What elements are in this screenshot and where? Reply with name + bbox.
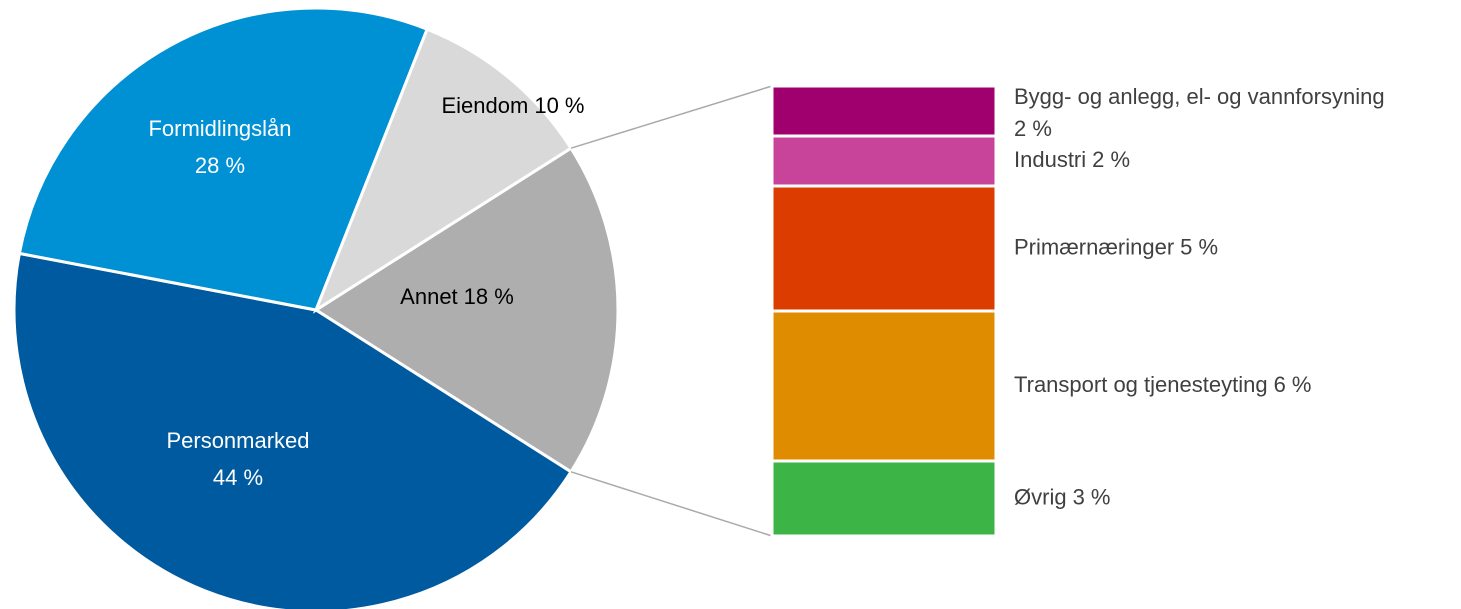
- slice-label: Formidlingslån 28 %: [148, 116, 291, 178]
- connector: [570, 471, 773, 537]
- segment-value: 5 %: [1180, 234, 1218, 259]
- bar-segment: [770, 134, 998, 188]
- slice-value: 28 %: [195, 153, 245, 178]
- slice-name: Personmarked: [166, 428, 309, 453]
- slice-value: 18 %: [464, 284, 514, 309]
- segment-name: Bygg- og anlegg, el- og vannforsyning: [1014, 84, 1385, 109]
- pie-slice: [313, 146, 620, 474]
- segment-name: Øvrig: [1014, 484, 1067, 509]
- segment-label: Transport og tjenesteyting 6 %: [1014, 372, 1311, 397]
- pie-slice: [12, 251, 574, 609]
- segment-name: Industri: [1014, 147, 1086, 172]
- segment-value: 2 %: [1092, 147, 1130, 172]
- slice-name: Eiendom: [442, 93, 529, 118]
- segment-label: Primærnæringer 5 %: [1014, 234, 1218, 259]
- segment-label: Industri 2 %: [1014, 147, 1130, 172]
- segment-value: 3 %: [1073, 484, 1111, 509]
- pie-slice: [312, 27, 574, 314]
- bar-segment: [770, 84, 998, 138]
- slice-name: Annet: [400, 284, 458, 309]
- bar-segment: [770, 459, 998, 538]
- segment-name: Primærnæringer: [1014, 234, 1174, 259]
- slice-name: Formidlingslån: [148, 116, 291, 141]
- connector: [570, 85, 773, 149]
- segment-label: Øvrig 3 %: [1014, 484, 1110, 509]
- segment-value: 2 %: [1014, 116, 1052, 141]
- bar-segment: [770, 309, 998, 463]
- segment-value: 6 %: [1274, 372, 1312, 397]
- slice-label: Annet 18 %: [400, 284, 514, 309]
- segment-label: Bygg- og anlegg, el- og vannforsyning 2 %: [1014, 84, 1385, 141]
- slice-value: 44 %: [213, 465, 263, 490]
- slice-label: Personmarked 44 %: [166, 428, 309, 490]
- pie-slice: [17, 6, 430, 312]
- slice-label: Eiendom 10 %: [442, 93, 585, 118]
- segment-name: Transport og tjenesteyting: [1014, 372, 1268, 397]
- bar-segment: [770, 184, 998, 313]
- slice-value: 10 %: [534, 93, 584, 118]
